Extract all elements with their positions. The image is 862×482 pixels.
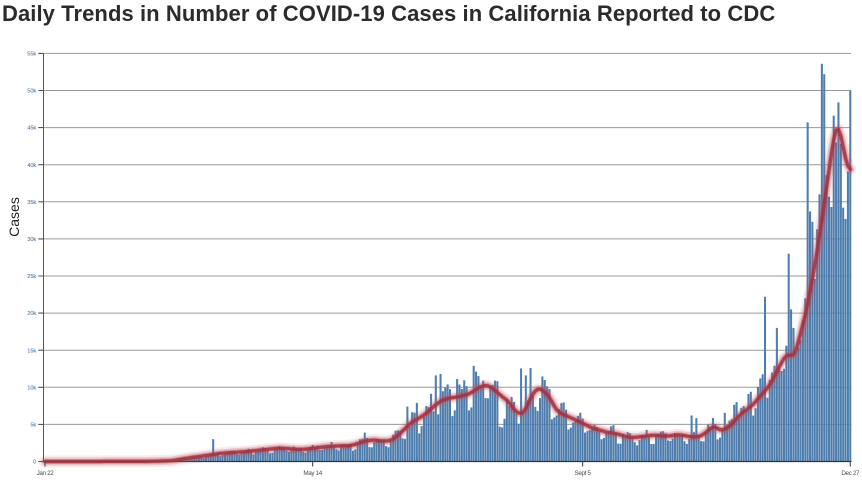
svg-text:20k: 20k: [27, 311, 36, 317]
svg-text:30k: 30k: [27, 237, 36, 243]
svg-text:10k: 10k: [27, 385, 36, 391]
svg-text:50k: 50k: [27, 89, 36, 95]
svg-text:Cases: Cases: [6, 197, 22, 237]
svg-text:Jan 22: Jan 22: [37, 470, 55, 477]
svg-text:15k: 15k: [27, 348, 36, 354]
svg-text:Sept 5: Sept 5: [575, 470, 592, 477]
svg-text:25k: 25k: [27, 274, 36, 280]
svg-text:40k: 40k: [27, 163, 36, 169]
svg-text:45k: 45k: [27, 126, 36, 132]
svg-text:5k: 5k: [30, 423, 36, 429]
svg-text:35k: 35k: [27, 200, 36, 206]
svg-text:0: 0: [33, 460, 36, 466]
svg-text:55k: 55k: [27, 52, 36, 58]
svg-text:May 14: May 14: [303, 470, 322, 477]
svg-text:Dec 27: Dec 27: [841, 470, 860, 477]
